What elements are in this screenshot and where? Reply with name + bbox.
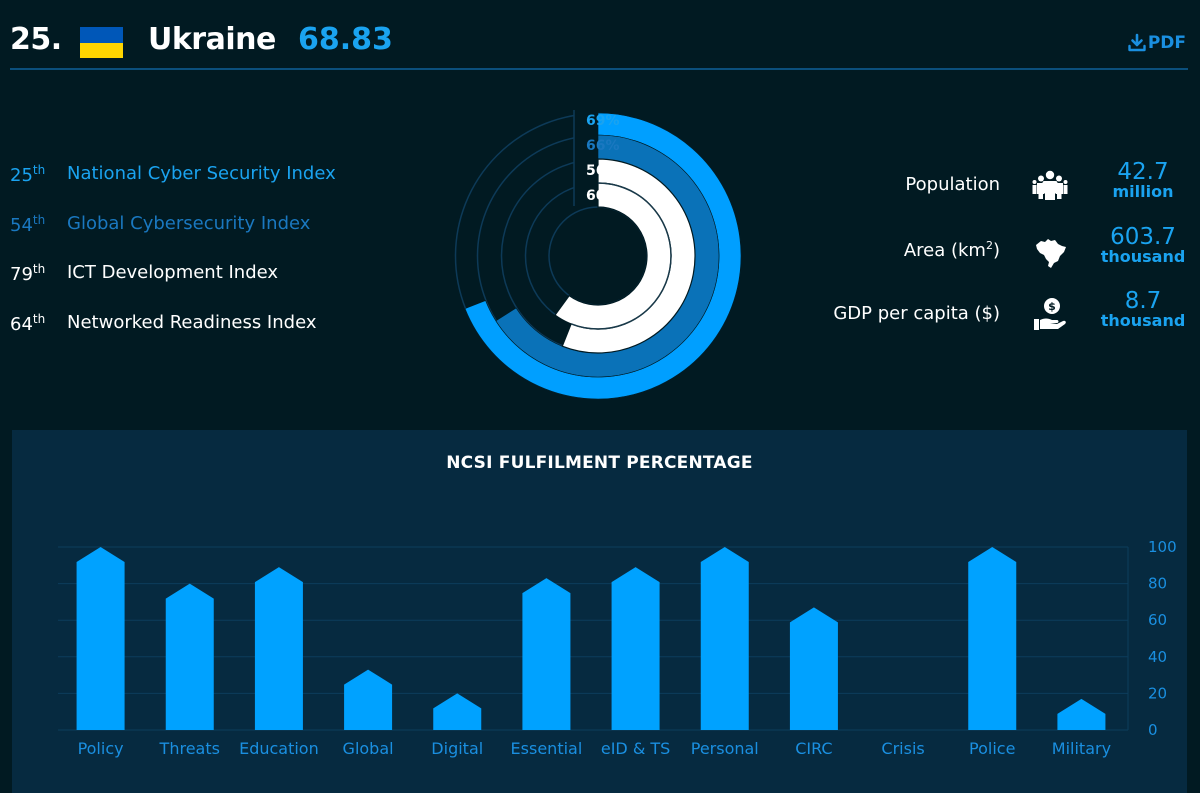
- index-row: 54th Global Cybersecurity Index: [10, 213, 336, 263]
- stat-label: Area (km2): [903, 238, 1000, 261]
- rank-suffix: th: [32, 163, 46, 177]
- category-label: Crisis: [881, 739, 924, 758]
- ring-value-label: 66%: [586, 138, 620, 154]
- bar[interactable]: [700, 547, 749, 730]
- ncsi-score: 68.83: [298, 22, 393, 57]
- index-label: Global Cybersecurity Index: [67, 212, 311, 234]
- category-label: Education: [239, 739, 319, 758]
- category-label: Essential: [511, 739, 583, 758]
- bar[interactable]: [344, 669, 393, 730]
- bar[interactable]: [522, 578, 571, 730]
- y-tick-label: 40: [1148, 648, 1167, 666]
- rank-suffix: th: [32, 262, 46, 276]
- category-label: Military: [1052, 739, 1111, 758]
- index-row: 25th National Cyber Security Index: [10, 163, 336, 213]
- rank-suffix: th: [32, 212, 46, 227]
- stat-row: Area (km2) 603.7 thousand: [820, 223, 1190, 288]
- index-row: 64th Networked Readiness Index: [10, 312, 336, 362]
- category-label: Police: [969, 739, 1015, 758]
- y-tick-label: 60: [1148, 611, 1167, 629]
- svg-text:$: $: [1048, 300, 1056, 313]
- stat-value: 8.7 thousand: [1100, 288, 1186, 330]
- map-icon: [1032, 233, 1068, 269]
- country-stats: Population 42.7 million Area (km2) 603.7 tho…: [820, 158, 1190, 352]
- stat-value: 42.7 million: [1112, 159, 1174, 201]
- ring-value-label: 56%: [586, 163, 620, 179]
- index-label: Networked Readiness Index: [67, 311, 317, 333]
- bar[interactable]: [76, 547, 125, 730]
- y-tick-label: 80: [1148, 575, 1167, 593]
- bar[interactable]: [968, 547, 1017, 730]
- category-label: Policy: [78, 739, 124, 758]
- download-icon: [1128, 33, 1146, 52]
- money-hand-icon: $: [1032, 297, 1068, 333]
- bar[interactable]: [789, 607, 838, 730]
- category-label: Digital: [431, 739, 483, 758]
- category-label: CIRC: [795, 739, 832, 758]
- index-rankings: 25th National Cyber Security Index 54th Glo…: [10, 163, 336, 361]
- ncsi-fulfilment-panel: NCSI FULFILMENT PERCENTAGE 0 20 40 60 80 100 P…: [12, 430, 1187, 793]
- fulfilment-bar-chart: 0 20 40 60 80 100 Policy Threats Education Global…: [58, 538, 1177, 758]
- stat-value: 603.7 thousand: [1100, 223, 1186, 266]
- category-label: Personal: [691, 739, 759, 758]
- y-tick-label: 0: [1148, 721, 1158, 739]
- ring-value-label: 69%: [586, 113, 620, 129]
- country-header: 25. Ukraine 68.83 PDF: [10, 0, 1188, 70]
- rank-suffix: th: [32, 311, 46, 326]
- index-label: ICT Development Index: [67, 262, 279, 283]
- index-rank: 79th: [10, 262, 46, 285]
- stat-label: Population: [905, 174, 1000, 195]
- pdf-label: PDF: [1147, 33, 1186, 53]
- ukraine-flag-icon: [80, 27, 123, 58]
- index-rank: 54th: [10, 212, 46, 236]
- index-label: National Cyber Security Index: [67, 163, 336, 184]
- panel-title: NCSI FULFILMENT PERCENTAGE: [446, 453, 753, 473]
- category-label: Global: [343, 739, 394, 758]
- bar[interactable]: [165, 583, 214, 730]
- y-tick-label: 20: [1148, 684, 1167, 702]
- index-rank: 64th: [10, 311, 46, 335]
- stat-row: GDP per capita ($) $8.7 thousand: [820, 287, 1190, 352]
- stat-label: GDP per capita ($): [833, 303, 1000, 324]
- index-row: 79th ICT Development Index: [10, 262, 336, 312]
- bar[interactable]: [254, 567, 303, 730]
- bar[interactable]: [433, 693, 482, 730]
- ring-chart-labels: 69% 66% 56% 60%: [586, 113, 622, 213]
- index-rank: 25th: [10, 163, 46, 186]
- ring-chart: [448, 106, 748, 406]
- y-tick-label: 100: [1148, 538, 1177, 556]
- country-rank: 25.: [10, 22, 62, 57]
- stat-row: Population 42.7 million: [820, 158, 1190, 223]
- people-icon: [1032, 168, 1068, 204]
- country-name: Ukraine: [148, 22, 276, 57]
- ring-value-label: 60%: [586, 188, 620, 204]
- category-label: Threats: [159, 739, 220, 758]
- bar[interactable]: [1057, 698, 1106, 730]
- category-label: eID & TS: [601, 739, 670, 758]
- bar[interactable]: [611, 567, 660, 730]
- pdf-download-button[interactable]: PDF: [1127, 33, 1186, 53]
